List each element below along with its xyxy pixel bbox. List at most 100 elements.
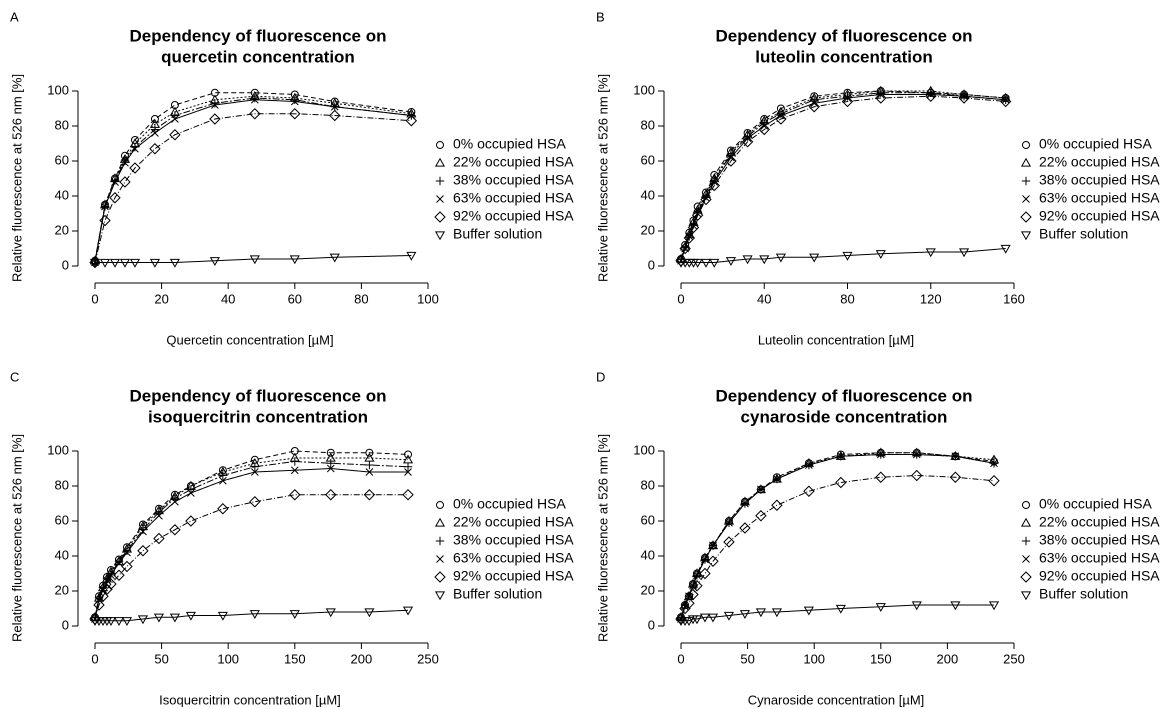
point [755,510,767,522]
point [187,489,195,497]
chart-title: Dependency of fluorescence on [716,386,973,405]
series-line [95,255,412,263]
point [435,536,445,546]
y-tick-label: 80 [641,117,655,132]
point [757,485,765,494]
point [115,559,123,567]
point [149,143,161,155]
point [111,178,119,186]
point [699,567,711,580]
y-tick-label: 20 [641,582,655,597]
series-line [94,97,412,261]
x-tick-label: 150 [870,651,892,666]
x-axis-label: Luteolin concentration [µM] [758,332,914,347]
legend-label: 38% occupied HSA [1039,172,1160,188]
point [249,108,261,120]
point [113,569,125,581]
legend-label: 22% occupied HSA [453,154,574,170]
point [679,602,691,615]
x-tick-label: 0 [677,651,684,666]
point [105,578,117,590]
x-tick-label: 40 [757,291,771,306]
point [129,258,141,268]
y-axis-label: Relative fluorescence at 526 nm [%] [595,434,610,642]
series-line [94,95,412,261]
point [689,221,698,230]
legend-label: 63% occupied HSA [1039,550,1160,566]
point [249,610,260,619]
point [691,580,703,592]
point [741,136,754,148]
series-line [94,113,412,263]
y-axis-label: Relative fluorescence at 526 nm [%] [9,434,24,642]
x-tick-label: 20 [154,291,168,306]
x-tick-label: 0 [91,651,98,666]
legend-label: 92% occupied HSA [1039,208,1160,224]
legend-label: 22% occupied HSA [1039,154,1160,170]
point [89,258,101,268]
point [999,95,1012,108]
y-tick-label: 60 [55,152,69,167]
point [330,102,339,111]
point [990,459,998,468]
point [742,255,753,265]
legend-label: 0% occupied HSA [1039,136,1153,152]
series-line [680,454,995,620]
point [121,560,133,573]
series-line [680,92,1006,260]
series-line [94,460,409,618]
point [875,250,886,259]
point [925,248,936,258]
point [290,466,299,475]
y-tick-label: 40 [641,187,655,202]
legend-label: Buffer solution [453,586,542,602]
point [121,617,133,626]
point [683,232,696,244]
point [835,476,847,489]
point [119,176,131,188]
series-line [94,92,412,261]
point [404,450,413,459]
point [707,555,719,567]
point [122,546,132,555]
point [1021,176,1031,186]
point [1020,571,1032,583]
point [699,613,711,623]
point [137,545,149,557]
y-axis-label: Relative fluorescence at 526 nm [%] [595,74,610,282]
point [290,95,299,104]
point [741,499,749,508]
y-tick-label: 100 [633,82,655,97]
point [138,525,148,534]
y-tick-label: 100 [47,82,69,97]
point [405,115,418,127]
y-tick-label: 20 [55,582,69,597]
legend-label: 63% occupied HSA [1039,190,1160,206]
point [1001,95,1010,104]
point [402,489,414,501]
point [707,613,719,623]
point [436,501,444,509]
point [759,255,770,265]
point [290,457,299,466]
chart-title: cynaroside concentration [741,407,948,426]
point [843,94,852,102]
point [803,606,814,616]
point [912,450,921,459]
point [708,179,721,192]
point [105,617,117,626]
point [911,601,922,611]
x-axis-label: Cynaroside concentration [µM] [748,692,925,707]
point [155,511,163,520]
point [958,248,970,258]
point [679,242,691,255]
point [153,532,165,545]
series-line [681,248,1006,263]
point [775,113,787,125]
point [326,459,335,468]
point [681,602,689,611]
point [290,97,299,106]
point [211,101,219,109]
point [434,157,446,167]
point [406,251,417,261]
